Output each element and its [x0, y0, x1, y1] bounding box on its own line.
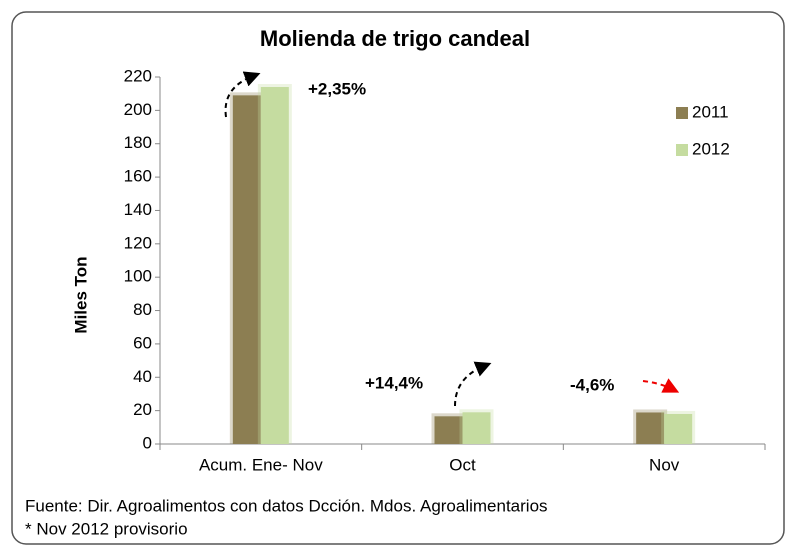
bar [462, 412, 491, 444]
legend-label: 2012 [692, 139, 730, 158]
bar [260, 87, 289, 444]
arrow [454, 361, 492, 407]
annotation: +14,4% [365, 373, 423, 392]
annotation: -4,6% [570, 375, 614, 394]
y-tick-label: 140 [124, 200, 152, 219]
y-tick-label: 160 [124, 167, 152, 186]
y-axis-label: Miles Ton [71, 256, 90, 333]
bar [232, 95, 261, 444]
frame [11, 11, 785, 545]
chart-title: Molienda de trigo candeal [260, 26, 530, 51]
legend-swatch [676, 107, 688, 119]
legend-label: 2011 [692, 102, 729, 121]
y-tick-label: 80 [133, 300, 152, 319]
arrow [642, 378, 680, 393]
footnote: Fuente: Dir. Agroalimentos con datos Dcc… [25, 496, 548, 515]
legend-swatch [676, 144, 688, 156]
bar [636, 412, 665, 444]
y-tick-label: 220 [124, 66, 152, 85]
x-tick-label: Oct [449, 455, 476, 474]
y-tick-label: 120 [124, 233, 152, 252]
annotation: +2,35% [308, 79, 366, 98]
arrow [224, 71, 261, 118]
y-tick-label: 20 [133, 400, 152, 419]
x-tick-label: Nov [649, 455, 680, 474]
bar [434, 416, 463, 444]
footnote: * Nov 2012 provisorio [25, 519, 188, 538]
y-tick-label: 100 [124, 267, 152, 286]
x-tick-label: Acum. Ene- Nov [199, 455, 323, 474]
y-tick-label: 60 [133, 333, 152, 352]
y-tick-label: 40 [133, 367, 152, 386]
y-tick-label: 200 [124, 100, 152, 119]
y-tick-label: 0 [143, 433, 152, 452]
y-tick-label: 180 [124, 133, 152, 152]
bar [664, 413, 693, 444]
